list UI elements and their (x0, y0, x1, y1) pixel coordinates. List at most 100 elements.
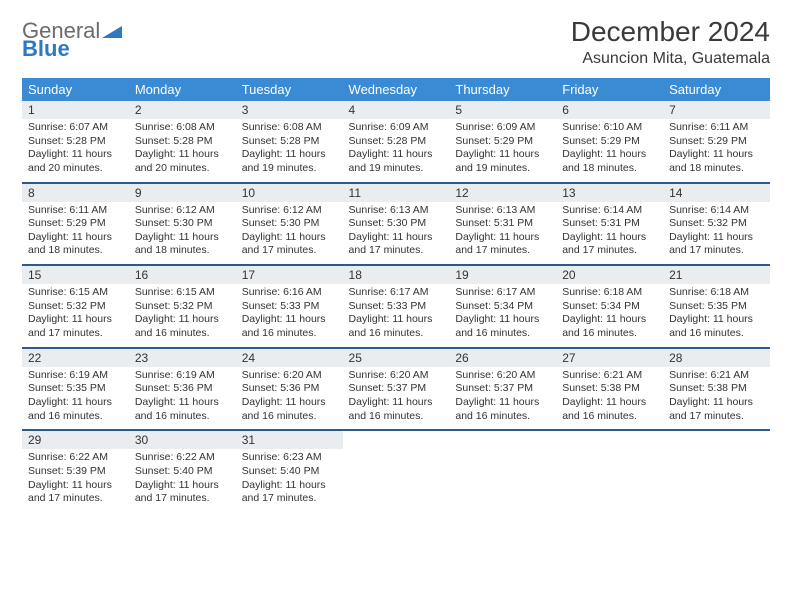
day-details: Sunrise: 6:19 AMSunset: 5:35 PMDaylight:… (22, 367, 129, 430)
calendar-day-cell: 23Sunrise: 6:19 AMSunset: 5:36 PMDayligh… (129, 348, 236, 431)
day-details: Sunrise: 6:17 AMSunset: 5:33 PMDaylight:… (343, 284, 450, 347)
sunset-line: Sunset: 5:28 PM (135, 135, 230, 149)
sunrise-line: Sunrise: 6:13 AM (349, 204, 444, 218)
day-number: 16 (129, 266, 236, 284)
day-details: Sunrise: 6:21 AMSunset: 5:38 PMDaylight:… (663, 367, 770, 430)
sunset-line: Sunset: 5:28 PM (242, 135, 337, 149)
weekday-header: Wednesday (343, 78, 450, 101)
sunset-line: Sunset: 5:37 PM (455, 382, 550, 396)
calendar-day-cell: 1Sunrise: 6:07 AMSunset: 5:28 PMDaylight… (22, 101, 129, 183)
sunset-line: Sunset: 5:30 PM (349, 217, 444, 231)
calendar-day-cell: 19Sunrise: 6:17 AMSunset: 5:34 PMDayligh… (449, 265, 556, 348)
sunset-line: Sunset: 5:38 PM (562, 382, 657, 396)
daylight-line: Daylight: 11 hours and 16 minutes. (242, 396, 337, 423)
day-details: Sunrise: 6:11 AMSunset: 5:29 PMDaylight:… (22, 202, 129, 265)
sunset-line: Sunset: 5:39 PM (28, 465, 123, 479)
calendar-day-cell: 27Sunrise: 6:21 AMSunset: 5:38 PMDayligh… (556, 348, 663, 431)
daylight-line: Daylight: 11 hours and 20 minutes. (135, 148, 230, 175)
weekday-header: Tuesday (236, 78, 343, 101)
day-details: Sunrise: 6:21 AMSunset: 5:38 PMDaylight:… (556, 367, 663, 430)
weekday-header: Sunday (22, 78, 129, 101)
sunrise-line: Sunrise: 6:14 AM (669, 204, 764, 218)
sunset-line: Sunset: 5:28 PM (349, 135, 444, 149)
sunset-line: Sunset: 5:36 PM (135, 382, 230, 396)
day-number: 6 (556, 101, 663, 119)
day-number: 29 (22, 431, 129, 449)
calendar-day-cell: 11 Sunrise: 6:13 AMSunset: 5:30 PMDayligh… (343, 183, 450, 266)
weekday-header: Monday (129, 78, 236, 101)
logo-triangle-icon (102, 24, 122, 42)
daylight-line: Daylight: 11 hours and 17 minutes. (135, 479, 230, 506)
day-number: 31 (236, 431, 343, 449)
sunset-line: Sunset: 5:33 PM (349, 300, 444, 314)
calendar-day-cell: 13Sunrise: 6:14 AMSunset: 5:31 PMDayligh… (556, 183, 663, 266)
calendar-day-cell: 9Sunrise: 6:12 AMSunset: 5:30 PMDaylight… (129, 183, 236, 266)
weekday-header-row: Sunday Monday Tuesday Wednesday Thursday… (22, 78, 770, 101)
sunset-line: Sunset: 5:31 PM (455, 217, 550, 231)
sunrise-line: Sunrise: 6:13 AM (455, 204, 550, 218)
day-number: 25 (343, 349, 450, 367)
day-number: 15 (22, 266, 129, 284)
day-details: Sunrise: 6:12 AMSunset: 5:30 PMDaylight:… (129, 202, 236, 265)
sunset-line: Sunset: 5:29 PM (669, 135, 764, 149)
sunset-line: Sunset: 5:36 PM (242, 382, 337, 396)
calendar-week-row: 1Sunrise: 6:07 AMSunset: 5:28 PMDaylight… (22, 101, 770, 183)
daylight-line: Daylight: 11 hours and 19 minutes. (349, 148, 444, 175)
daylight-line: Daylight: 11 hours and 18 minutes. (28, 231, 123, 258)
daylight-line: Daylight: 11 hours and 17 minutes. (349, 231, 444, 258)
weekday-header: Friday (556, 78, 663, 101)
daylight-line: Daylight: 11 hours and 18 minutes. (135, 231, 230, 258)
sunrise-line: Sunrise: 6:22 AM (135, 451, 230, 465)
calendar-day-cell: 21Sunrise: 6:18 AMSunset: 5:35 PMDayligh… (663, 265, 770, 348)
sunrise-line: Sunrise: 6:17 AM (349, 286, 444, 300)
day-details: Sunrise: 6:14 AMSunset: 5:32 PMDaylight:… (663, 202, 770, 265)
weekday-header: Saturday (663, 78, 770, 101)
calendar-day-cell: 4Sunrise: 6:09 AMSunset: 5:28 PMDaylight… (343, 101, 450, 183)
daylight-line: Daylight: 11 hours and 18 minutes. (669, 148, 764, 175)
sunset-line: Sunset: 5:30 PM (135, 217, 230, 231)
day-number: 9 (129, 184, 236, 202)
daylight-line: Daylight: 11 hours and 17 minutes. (562, 231, 657, 258)
calendar-day-cell (449, 430, 556, 512)
calendar-week-row: 22Sunrise: 6:19 AMSunset: 5:35 PMDayligh… (22, 348, 770, 431)
daylight-line: Daylight: 11 hours and 16 minutes. (455, 313, 550, 340)
day-details: Sunrise: 6:14 AMSunset: 5:31 PMDaylight:… (556, 202, 663, 265)
day-details: Sunrise: 6:23 AMSunset: 5:40 PMDaylight:… (236, 449, 343, 512)
day-number: 12 (449, 184, 556, 202)
calendar-day-cell: 22Sunrise: 6:19 AMSunset: 5:35 PMDayligh… (22, 348, 129, 431)
sunset-line: Sunset: 5:32 PM (669, 217, 764, 231)
day-number: 8 (22, 184, 129, 202)
calendar-table: Sunday Monday Tuesday Wednesday Thursday… (22, 78, 770, 512)
sunset-line: Sunset: 5:37 PM (349, 382, 444, 396)
day-number: 28 (663, 349, 770, 367)
daylight-line: Daylight: 11 hours and 16 minutes. (349, 313, 444, 340)
day-details: Sunrise: 6:13 AMSunset: 5:31 PMDaylight:… (449, 202, 556, 265)
sunrise-line: Sunrise: 6:09 AM (349, 121, 444, 135)
sunset-line: Sunset: 5:40 PM (242, 465, 337, 479)
sunrise-line: Sunrise: 6:12 AM (135, 204, 230, 218)
sunrise-line: Sunrise: 6:11 AM (669, 121, 764, 135)
day-details: Sunrise: 6:18 AMSunset: 5:34 PMDaylight:… (556, 284, 663, 347)
sunrise-line: Sunrise: 6:09 AM (455, 121, 550, 135)
calendar-day-cell: 24Sunrise: 6:20 AMSunset: 5:36 PMDayligh… (236, 348, 343, 431)
day-details: Sunrise: 6:07 AMSunset: 5:28 PMDaylight:… (22, 119, 129, 182)
sunset-line: Sunset: 5:31 PM (562, 217, 657, 231)
sunset-line: Sunset: 5:40 PM (135, 465, 230, 479)
sunrise-line: Sunrise: 6:15 AM (135, 286, 230, 300)
weekday-header: Thursday (449, 78, 556, 101)
calendar-day-cell: 28Sunrise: 6:21 AMSunset: 5:38 PMDayligh… (663, 348, 770, 431)
sunrise-line: Sunrise: 6:12 AM (242, 204, 337, 218)
calendar-week-row: 15Sunrise: 6:15 AMSunset: 5:32 PMDayligh… (22, 265, 770, 348)
sunrise-line: Sunrise: 6:19 AM (135, 369, 230, 383)
daylight-line: Daylight: 11 hours and 16 minutes. (28, 396, 123, 423)
day-number: 4 (343, 101, 450, 119)
day-number: 11 (343, 184, 450, 202)
sunrise-line: Sunrise: 6:17 AM (455, 286, 550, 300)
day-details: Sunrise: 6:09 AMSunset: 5:28 PMDaylight:… (343, 119, 450, 182)
calendar-day-cell: 8Sunrise: 6:11 AMSunset: 5:29 PMDaylight… (22, 183, 129, 266)
daylight-line: Daylight: 11 hours and 16 minutes. (135, 313, 230, 340)
calendar-day-cell (663, 430, 770, 512)
daylight-line: Daylight: 11 hours and 16 minutes. (562, 396, 657, 423)
sunset-line: Sunset: 5:35 PM (669, 300, 764, 314)
day-details: Sunrise: 6:11 AMSunset: 5:29 PMDaylight:… (663, 119, 770, 182)
